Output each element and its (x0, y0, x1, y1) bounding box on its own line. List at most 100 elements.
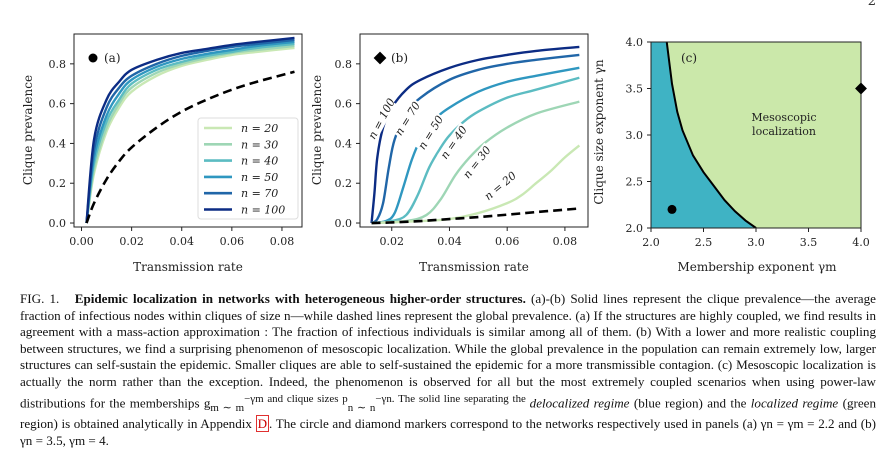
delocalized-region (651, 42, 756, 228)
caption-localized: localized regime (750, 394, 839, 410)
y-tick-label: 0.4 (49, 137, 67, 150)
panel-c-ylabel: Clique size exponent γn (592, 59, 606, 205)
x-tick-label: 2.0 (642, 236, 660, 249)
caption-label: FIG. 1. (20, 291, 60, 306)
curve-label-bg (480, 168, 520, 204)
x-tick-label: 0.06 (220, 235, 245, 248)
y-tick-label: 0.6 (335, 98, 353, 111)
panel-a-legend: n = 20 n = 30 n = 40 n = 50 n = 70 n = 100 (197, 117, 299, 220)
network-circle-marker (667, 204, 677, 214)
caption-text-8: . The circle and diamond markers corresp… (20, 416, 876, 448)
curve-label-bg (391, 98, 424, 139)
figure: 0.00 0.02 0.04 0.06 0.08 0.0 0.2 0.4 0.6 0.8 (a)… (21, 33, 870, 274)
legend-entry: n = 30 (241, 138, 278, 151)
series-line (371, 100, 580, 225)
curve-label-bg (414, 112, 447, 153)
panel-c-label: (c) (681, 51, 697, 65)
legend-entry: n = 20 (241, 122, 278, 135)
x-tick-label: 3.5 (800, 236, 818, 249)
caption-text-5: −γn. The solid line separating the (375, 392, 530, 405)
panel-c-region-label-line2: localization (752, 125, 816, 138)
legend-entry: n = 70 (241, 187, 278, 200)
panel-a-xticks: 0.00 0.02 0.04 0.06 0.08 (69, 227, 294, 248)
panel-a-circle-marker (88, 53, 98, 63)
y-tick-label: 2.5 (626, 176, 644, 189)
series-line (371, 66, 580, 225)
y-tick-label: 2.0 (626, 222, 644, 235)
x-tick-label: 0.00 (69, 235, 94, 248)
panel-a-yticks: 0.0 0.2 0.4 0.6 0.8 (49, 58, 74, 230)
y-tick-label: 0.8 (335, 58, 353, 71)
curve-label-bg (459, 142, 494, 182)
caption-text-1: (a)-(b) Solid lines represent the clique… (20, 291, 876, 410)
y-tick-label: 0.0 (335, 217, 353, 230)
x-tick-label: 0.08 (270, 235, 295, 248)
curve-label-bg (437, 122, 470, 163)
caption-text-2: m ∼ m (210, 401, 245, 414)
y-tick-label: 0.8 (49, 58, 67, 71)
page-number: 2 (867, 0, 876, 9)
panel-a-ylabel: Clique prevalence (21, 75, 35, 185)
series-line (85, 40, 295, 224)
panel-a: 0.00 0.02 0.04 0.06 0.08 0.0 0.2 0.4 0.6 0.8 (a)… (21, 33, 303, 274)
curve-label: n = 20 (482, 169, 519, 203)
regime-boundary (665, 42, 757, 228)
x-tick-label: 0.04 (437, 235, 462, 248)
caption-text-6: (blue region) and the (629, 394, 751, 410)
panel-a-frame (73, 33, 303, 228)
series-line (85, 42, 295, 224)
caption-title: Epidemic localization in networks with h… (74, 291, 526, 306)
panel-b-xlabel: Transmission rate (419, 260, 529, 274)
panel-a-label: (a) (104, 51, 121, 65)
x-tick-label: 0.04 (169, 235, 194, 248)
global-prevalence-line (371, 207, 580, 225)
y-tick-label: 0.2 (335, 177, 353, 190)
panel-b-diamond-marker (373, 51, 387, 65)
x-tick-label: 2.5 (695, 236, 713, 249)
panel-b: 0.02 0.04 0.06 0.08 0.0 0.2 0.4 0.6 0.8 (b) Tra… (310, 33, 589, 274)
y-tick-label: 4.0 (626, 36, 644, 49)
y-tick-label: 3.0 (626, 129, 644, 142)
caption-text-3: −γm and clique sizes p (244, 392, 348, 405)
appendix-link[interactable]: D (255, 415, 270, 433)
x-tick-label: 0.08 (553, 235, 578, 248)
curve-label: n = 70 (392, 100, 423, 139)
series-line (371, 76, 580, 225)
global-prevalence-line (85, 70, 295, 224)
legend-entry: n = 100 (241, 204, 285, 217)
panel-c-region-label-line1: Mesoscopic (751, 111, 816, 124)
caption-text-7: (green region) is obtained analytically … (20, 394, 877, 432)
x-tick-label: 0.06 (495, 235, 520, 248)
legend-entry: n = 40 (241, 155, 278, 168)
series-line (85, 46, 295, 224)
panel-c-xlabel: Membership exponent γm (677, 260, 837, 274)
x-tick-label: 0.02 (119, 235, 144, 248)
caption-text-4: n ∼ n (347, 401, 376, 414)
panel-c-yticks: 2.0 2.5 3.0 3.5 4.0 (626, 36, 651, 235)
caption-delocalized: delocalized regime (529, 394, 630, 410)
y-tick-label: 0.6 (49, 98, 67, 111)
panel-c-regions (651, 42, 861, 228)
panel-c-xticks: 2.0 2.5 3.0 3.5 4.0 (642, 228, 870, 249)
panel-b-xticks: 0.02 0.04 0.06 0.08 (379, 227, 577, 248)
x-tick-label: 0.02 (379, 235, 404, 248)
x-tick-label: 3.0 (747, 236, 765, 249)
y-tick-label: 3.5 (626, 83, 644, 96)
panel-a-series (85, 36, 295, 224)
panel-c: 2.0 2.5 3.0 3.5 4.0 2.0 2.5 3.0 3.5 4.0 (c) Meso… (592, 36, 870, 274)
legend-entry: n = 50 (241, 171, 278, 184)
curve-label-bg (366, 98, 397, 140)
series-line (85, 36, 295, 224)
panel-b-yticks: 0.0 0.2 0.4 0.6 0.8 (335, 58, 360, 230)
panel-a-xlabel: Transmission rate (133, 260, 243, 274)
panel-b-ylabel: Clique prevalence (310, 75, 324, 185)
figure-caption: FIG. 1. Epidemic localization in network… (20, 291, 876, 449)
y-tick-label: 0.2 (49, 177, 67, 190)
y-tick-label: 0.0 (49, 217, 67, 230)
y-tick-label: 0.4 (335, 137, 353, 150)
series-line (85, 38, 295, 224)
series-line (370, 45, 580, 224)
panel-b-frame (359, 33, 589, 228)
panel-b-label: (b) (391, 51, 408, 65)
series-line (370, 53, 580, 225)
